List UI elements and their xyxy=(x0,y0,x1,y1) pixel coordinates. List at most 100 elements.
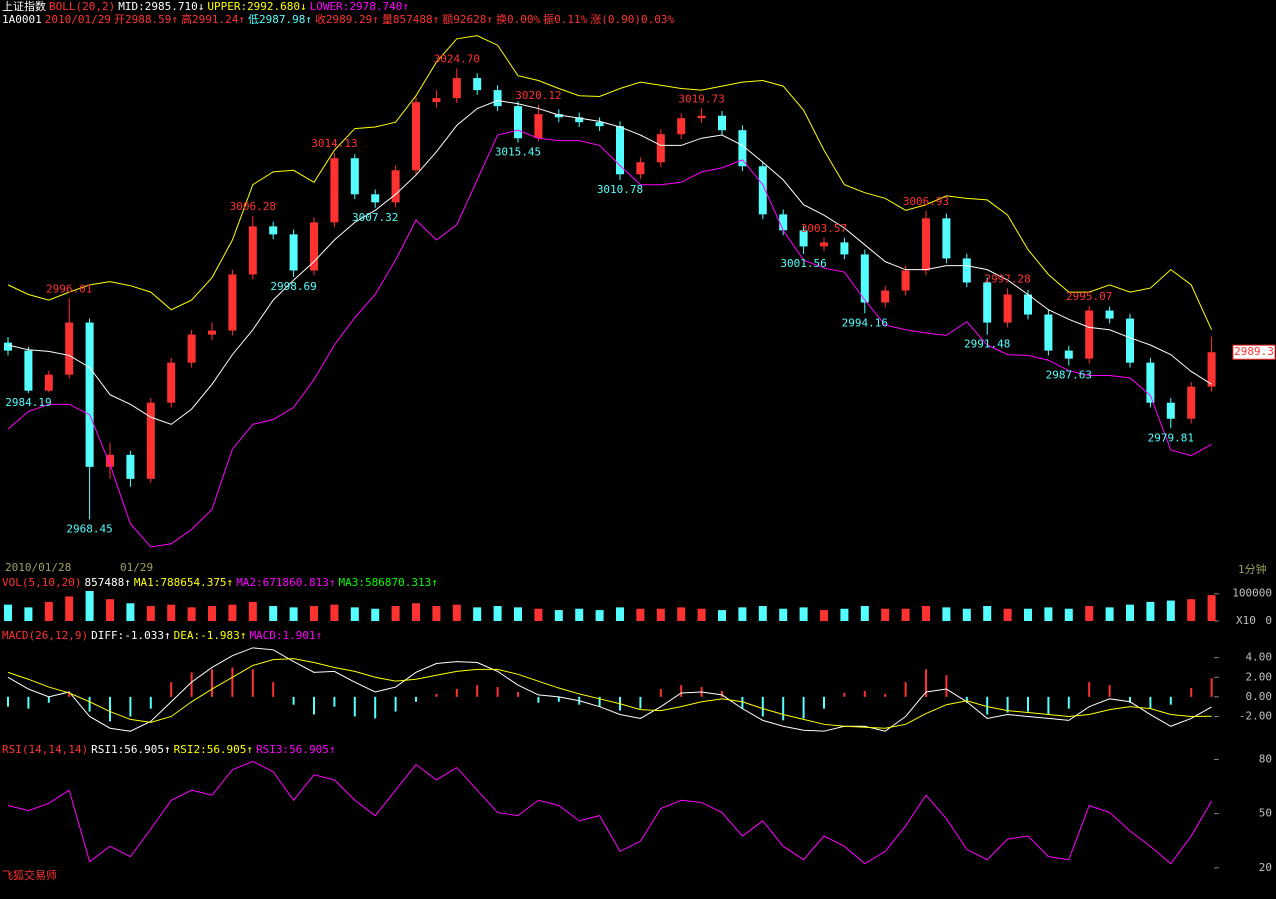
y-tick-label: 0 xyxy=(1265,614,1272,627)
legend-item: 2010/01/29 xyxy=(44,13,111,26)
legend-item: RSI(14,14,14) xyxy=(2,743,89,756)
volume-bar xyxy=(65,596,74,621)
candle-body xyxy=(1166,402,1175,419)
legend-item: 涨(0.90)0.03% xyxy=(590,13,675,26)
volume-bar xyxy=(677,607,686,621)
line xyxy=(7,100,1212,425)
candle-body xyxy=(187,334,196,363)
legend-item: RSI2:56.905↑ xyxy=(173,743,254,756)
candle-body xyxy=(758,166,767,215)
line xyxy=(7,129,1212,548)
annotation: 3020.12 xyxy=(515,89,561,102)
y-tick-label: 0.00 xyxy=(1246,690,1273,703)
volume-bar xyxy=(922,606,930,621)
legend-item: 857488↑ xyxy=(84,576,131,589)
legend-item: LOWER:2978.740↑ xyxy=(309,0,410,13)
volume-bar xyxy=(738,607,747,621)
legend-item: BOLL(20,2) xyxy=(49,0,116,13)
candle-body xyxy=(514,106,522,139)
candle-body xyxy=(860,254,869,303)
candle-body xyxy=(534,114,543,139)
volume-bar xyxy=(983,606,992,621)
legend-item: 上证指数 xyxy=(2,0,46,13)
candle-body xyxy=(656,134,665,163)
volume-bar xyxy=(432,606,441,621)
line xyxy=(7,760,1213,865)
candle-body xyxy=(575,117,584,123)
volume-bar xyxy=(718,610,726,621)
candle-body xyxy=(1064,350,1073,359)
volume-bar xyxy=(860,606,869,621)
price-box xyxy=(1232,344,1276,360)
candle-body xyxy=(881,290,890,303)
candle-body xyxy=(820,242,828,247)
candle-body xyxy=(350,158,359,195)
legend-item: UPPER:2992.680↓ xyxy=(207,0,307,13)
legend-item: MID:2985.710↓ xyxy=(118,0,205,13)
volume-bar xyxy=(269,606,278,621)
legend-item: MACD(26,12,9) xyxy=(2,629,89,642)
annotation: 2995.07 xyxy=(1066,290,1112,303)
y-tick-label: 4.00 xyxy=(1246,651,1273,664)
volume-bar xyxy=(1146,601,1155,621)
volume-bar xyxy=(330,604,339,621)
candle-body xyxy=(1207,352,1216,387)
legend-item: MA3:586870.313↑ xyxy=(338,576,438,589)
annotation: 2984.19 xyxy=(5,396,51,409)
volume-bar xyxy=(1085,606,1094,621)
annotation: 3014.13 xyxy=(311,137,357,150)
volume-bar xyxy=(452,604,461,621)
candle-body xyxy=(636,162,645,175)
period-label: 1分钟 xyxy=(1238,562,1267,576)
legend-item: 高2991.24↑ xyxy=(180,13,245,26)
annotation: 2996.01 xyxy=(46,282,92,295)
volume-bar xyxy=(248,601,257,621)
y-tick-label: 2.00 xyxy=(1246,670,1273,683)
candle-body xyxy=(840,242,849,255)
legend-item: DEA:-1.983↑ xyxy=(173,629,247,642)
candle-body xyxy=(269,226,278,235)
legend-item: 量857488↑ xyxy=(381,13,440,26)
y-tick-label: 100000 xyxy=(1232,587,1272,600)
annotation: 2998.69 xyxy=(270,280,316,293)
candle-body xyxy=(1105,310,1114,319)
annotation: 3003.57 xyxy=(801,222,847,235)
annotation: 3001.56 xyxy=(780,257,826,270)
candle-body xyxy=(44,374,53,391)
candle-body xyxy=(289,234,298,271)
unit-label: X10 xyxy=(1236,614,1256,627)
volume-bar xyxy=(187,607,196,621)
volume-bar xyxy=(962,608,971,621)
y-tick-label: 20 xyxy=(1259,861,1272,874)
candle-body xyxy=(371,194,380,203)
volume-bar xyxy=(779,608,788,621)
quote: 1A0001 2010/01/29 开2988.59↑ 高2991.24↑ 低2987.… xyxy=(2,13,677,26)
annotation: 2994.16 xyxy=(842,316,888,329)
legend-item: MA2:671860.813↑ xyxy=(236,576,336,589)
date-label: 2010/01/28 xyxy=(5,561,71,574)
volume-bar xyxy=(1003,608,1012,621)
candle-body xyxy=(208,330,216,335)
candle-body xyxy=(310,222,318,271)
volume-bar xyxy=(44,601,53,621)
volume-bar xyxy=(167,604,176,621)
candle-body xyxy=(1085,310,1094,359)
candle-body xyxy=(493,90,502,107)
volume-bar xyxy=(1126,604,1134,621)
volume-bar xyxy=(289,607,298,621)
candle-body xyxy=(697,115,706,119)
annotation: 3010.78 xyxy=(597,183,643,196)
y-tick-label: -2.00 xyxy=(1239,709,1272,722)
candle-body xyxy=(1146,362,1155,403)
candle-body xyxy=(922,218,930,271)
candle-body xyxy=(1003,294,1012,323)
candle-body xyxy=(106,454,114,467)
annotation: 3006.28 xyxy=(230,200,276,213)
legend-item: 开2988.59↑ xyxy=(113,13,178,26)
legend-item: 振0.11% xyxy=(543,13,588,26)
candle-body xyxy=(126,454,135,479)
legend-item: VOL(5,10,20) xyxy=(2,576,82,589)
candle-body xyxy=(901,270,910,291)
volume-bar xyxy=(1166,600,1175,621)
